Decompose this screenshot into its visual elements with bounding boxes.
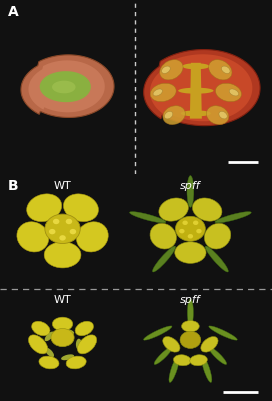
- Ellipse shape: [153, 89, 162, 96]
- Ellipse shape: [66, 356, 86, 369]
- Ellipse shape: [163, 106, 185, 125]
- Ellipse shape: [206, 106, 229, 125]
- Ellipse shape: [175, 242, 206, 263]
- Ellipse shape: [39, 356, 59, 369]
- Circle shape: [183, 221, 188, 225]
- Ellipse shape: [160, 60, 183, 80]
- Circle shape: [59, 235, 66, 241]
- Ellipse shape: [76, 339, 82, 350]
- Ellipse shape: [150, 223, 177, 249]
- Ellipse shape: [165, 111, 173, 119]
- Ellipse shape: [192, 198, 222, 221]
- Ellipse shape: [44, 242, 81, 268]
- Ellipse shape: [154, 347, 172, 365]
- Polygon shape: [190, 63, 202, 119]
- Text: B: B: [8, 179, 19, 193]
- Ellipse shape: [61, 328, 74, 334]
- Ellipse shape: [202, 356, 212, 383]
- Ellipse shape: [29, 335, 48, 354]
- Ellipse shape: [75, 321, 94, 336]
- Circle shape: [193, 221, 198, 225]
- Ellipse shape: [150, 83, 176, 101]
- Circle shape: [66, 219, 72, 224]
- Ellipse shape: [229, 89, 239, 96]
- Ellipse shape: [209, 60, 232, 80]
- Ellipse shape: [144, 326, 172, 340]
- Ellipse shape: [187, 176, 194, 207]
- Ellipse shape: [215, 212, 251, 223]
- Ellipse shape: [190, 355, 207, 366]
- Text: spff: spff: [180, 294, 201, 304]
- Polygon shape: [52, 81, 76, 93]
- Ellipse shape: [169, 356, 179, 383]
- Ellipse shape: [159, 198, 188, 221]
- Circle shape: [180, 331, 201, 348]
- Ellipse shape: [219, 111, 227, 119]
- Ellipse shape: [201, 336, 218, 352]
- Ellipse shape: [209, 326, 237, 340]
- Ellipse shape: [178, 88, 214, 94]
- Ellipse shape: [78, 335, 97, 354]
- Ellipse shape: [63, 194, 98, 222]
- Ellipse shape: [187, 299, 193, 326]
- Ellipse shape: [182, 63, 209, 69]
- Circle shape: [179, 229, 185, 233]
- Polygon shape: [29, 61, 105, 112]
- Ellipse shape: [52, 317, 73, 331]
- Ellipse shape: [129, 212, 166, 223]
- Circle shape: [70, 229, 76, 234]
- Ellipse shape: [204, 223, 231, 249]
- Ellipse shape: [17, 222, 49, 252]
- Ellipse shape: [163, 336, 180, 352]
- Ellipse shape: [181, 110, 211, 116]
- Circle shape: [53, 219, 59, 224]
- Polygon shape: [150, 54, 252, 121]
- Polygon shape: [40, 71, 91, 102]
- Ellipse shape: [153, 246, 175, 272]
- Text: spff: spff: [180, 181, 201, 191]
- Ellipse shape: [32, 321, 50, 336]
- Text: WT: WT: [54, 294, 72, 304]
- Text: A: A: [8, 5, 19, 19]
- Ellipse shape: [181, 320, 199, 332]
- Ellipse shape: [215, 83, 242, 101]
- Circle shape: [188, 234, 193, 239]
- Ellipse shape: [27, 194, 62, 222]
- Circle shape: [175, 217, 205, 241]
- Circle shape: [49, 229, 55, 234]
- Ellipse shape: [76, 222, 108, 252]
- Ellipse shape: [51, 328, 74, 346]
- Text: WT: WT: [54, 181, 72, 191]
- Polygon shape: [21, 55, 114, 117]
- Ellipse shape: [221, 66, 230, 73]
- Ellipse shape: [205, 246, 228, 272]
- Ellipse shape: [209, 347, 227, 365]
- Polygon shape: [144, 50, 260, 126]
- Ellipse shape: [174, 355, 191, 366]
- Ellipse shape: [45, 332, 54, 341]
- Ellipse shape: [61, 354, 74, 360]
- Ellipse shape: [162, 66, 170, 73]
- Circle shape: [196, 229, 202, 233]
- Circle shape: [45, 214, 80, 243]
- Ellipse shape: [45, 348, 54, 357]
